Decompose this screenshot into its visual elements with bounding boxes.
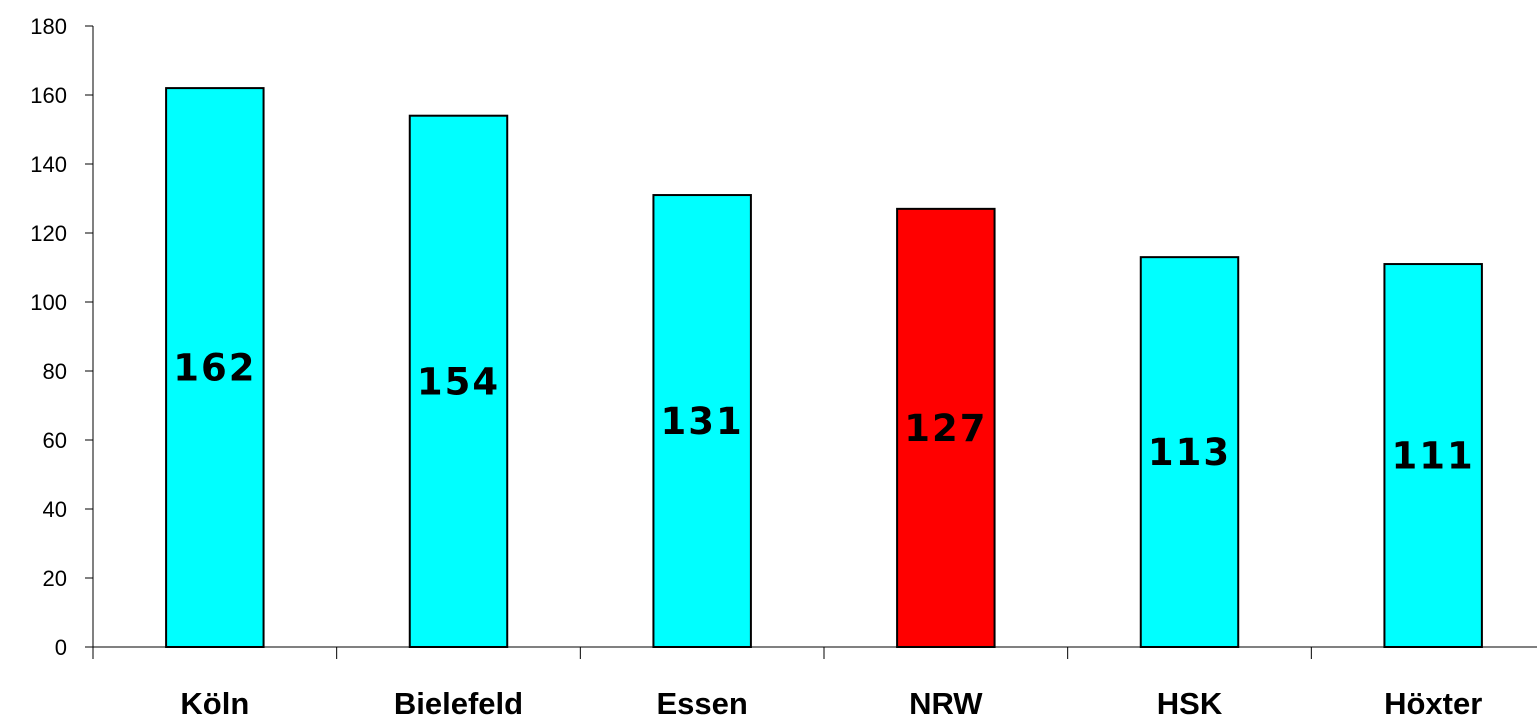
y-tick-label: 0 <box>55 635 67 660</box>
bar-hsk <box>1139 256 1240 648</box>
x-axis <box>92 646 1537 659</box>
y-tick-label: 180 <box>30 14 67 39</box>
y-tick-label: 40 <box>43 497 67 522</box>
data-label: 162 <box>173 347 256 390</box>
bar-höxter <box>1383 263 1483 648</box>
data-label: 131 <box>661 400 744 443</box>
bar-essen <box>652 194 752 649</box>
x-tick-label: Bielefeld <box>394 686 523 721</box>
x-tick-label: NRW <box>909 686 983 721</box>
bars <box>165 87 1483 649</box>
y-tick-label: 20 <box>43 566 67 591</box>
x-tick-label: Essen <box>656 686 747 721</box>
data-label: 111 <box>1392 435 1475 478</box>
x-tick-label: HSK <box>1157 686 1223 721</box>
y-tick-label: 140 <box>30 152 67 177</box>
y-tick-label: 160 <box>30 83 67 108</box>
data-label: 113 <box>1148 431 1231 474</box>
x-tick-label: Köln <box>180 686 249 721</box>
data-label: 127 <box>904 407 987 450</box>
y-tick-label: 100 <box>30 290 67 315</box>
bar-nrw <box>896 207 996 648</box>
x-tick-labels: Köln Bielefeld Essen NRW HSK Höxter <box>180 686 1482 721</box>
y-tick-label: 120 <box>30 221 67 246</box>
y-tick-label: 80 <box>43 359 67 384</box>
x-tick-label: Höxter <box>1384 686 1482 721</box>
data-labels: 162 154 131 127 113 111 <box>173 347 1475 478</box>
bar-köln <box>165 87 265 649</box>
y-axis: 0 20 40 60 80 100 120 140 160 180 <box>30 14 94 660</box>
data-label: 154 <box>417 360 500 403</box>
y-tick-label: 60 <box>43 428 67 453</box>
bar-bielefeld <box>408 114 509 648</box>
